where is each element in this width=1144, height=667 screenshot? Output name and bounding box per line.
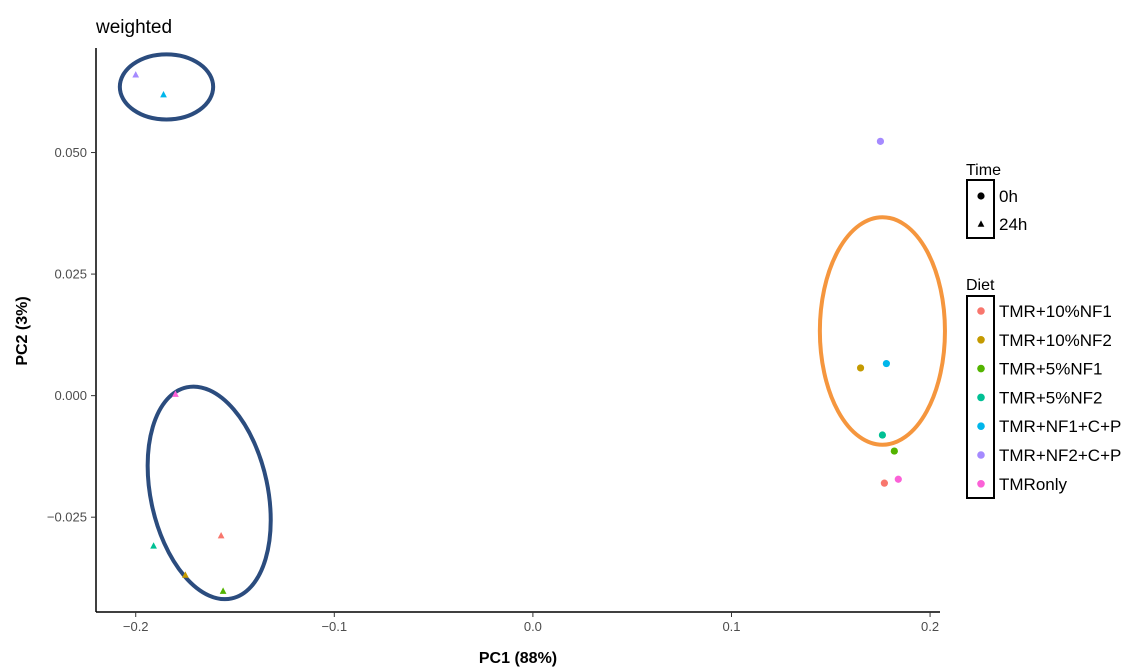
- point-24h-tmr-nf1-c-p: [160, 91, 167, 98]
- x-tick-label: 0.0: [524, 619, 542, 634]
- legend-diet-key: [977, 422, 985, 431]
- cluster-ellipse-3: [817, 215, 947, 447]
- legend-diet-label: TMRonly: [999, 475, 1068, 494]
- legend-diet-key: [977, 364, 985, 373]
- legend-diet-box: [966, 295, 995, 499]
- x-tick-label: −0.1: [321, 619, 347, 634]
- legend-diet-label: TMR+5%NF2: [999, 388, 1102, 407]
- x-tick-label: 0.2: [921, 619, 939, 634]
- chart-title: weighted: [95, 17, 172, 38]
- y-axis-title: PC2 (3%): [14, 296, 31, 365]
- point-0h-tmr-nf2-c-p: [876, 137, 885, 145]
- x-tick-label: 0.1: [722, 619, 740, 634]
- point-24h-tmronly: [172, 390, 179, 397]
- legend-time-title: Time: [966, 162, 1001, 179]
- y-tick-label: 0.000: [54, 388, 87, 403]
- legend-diet-key: [977, 393, 985, 402]
- legend-diet-key: [977, 336, 985, 344]
- legend-diet-key: [977, 307, 985, 315]
- legend-diet-label: TMR+NF2+C+P: [999, 446, 1121, 465]
- y-tick-label: −0.025: [47, 510, 87, 525]
- point-24h-tmr-10-nf1: [217, 531, 225, 539]
- legend-time-box: [966, 179, 995, 239]
- legend-diet-label: TMR+10%NF2: [999, 331, 1112, 350]
- legend-time-key-24h: [977, 220, 985, 227]
- legend-diet-key: [977, 480, 985, 488]
- legend-time-label: 24h: [999, 215, 1027, 234]
- point-0h-tmr-nf1-c-p: [882, 359, 890, 368]
- cluster-ellipses: [117, 52, 947, 602]
- legend-time-key-0h: [977, 192, 985, 200]
- point-0h-tmr-5-nf2: [878, 431, 887, 439]
- cluster-ellipse-1: [117, 52, 216, 122]
- legend-diet-label: TMR+10%NF1: [999, 302, 1112, 321]
- point-0h-tmr-10-nf1: [880, 479, 888, 487]
- x-tick-label: −0.2: [123, 619, 149, 634]
- legend: Time 0h 24h Diet TMR+10%NF1 TMR+10%NF2 TMR+…: [966, 162, 1121, 499]
- point-24h-tmr-5-nf2: [150, 542, 157, 549]
- point-0h-tmronly: [894, 475, 902, 483]
- data-points: [132, 71, 902, 594]
- cluster-ellipse-2: [145, 384, 273, 602]
- y-axis-ticks: −0.025 0.000 0.025 0.050: [47, 145, 96, 525]
- y-tick-label: 0.025: [54, 267, 87, 282]
- legend-diet-label: TMR+NF1+C+P: [999, 417, 1121, 436]
- y-tick-label: 0.050: [54, 145, 87, 160]
- point-0h-tmr-5-nf1: [890, 447, 898, 455]
- point-24h-tmr-5-nf1: [219, 587, 227, 594]
- legend-diet-label: TMR+5%NF1: [999, 360, 1102, 379]
- legend-time-label: 0h: [999, 187, 1018, 206]
- point-0h-tmr-10-nf2: [856, 364, 865, 372]
- point-24h-tmr-10-nf2: [181, 571, 189, 578]
- x-axis-title: PC1 (88%): [479, 650, 557, 667]
- legend-diet-title: Diet: [966, 277, 995, 294]
- point-24h-tmr-nf2-c-p: [132, 71, 140, 78]
- legend-diet-key: [977, 451, 985, 459]
- x-axis-ticks: −0.2 −0.1 0.0 0.1 0.2: [123, 612, 939, 634]
